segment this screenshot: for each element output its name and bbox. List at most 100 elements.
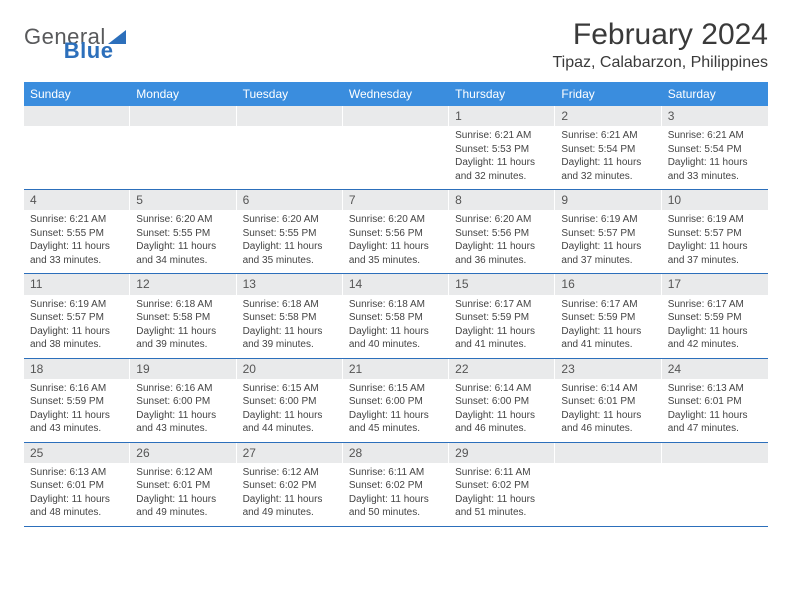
day-line-d2: and 35 minutes. (349, 254, 443, 268)
day-line-d2: and 47 minutes. (668, 422, 762, 436)
day-cell: 24Sunrise: 6:13 AMSunset: 6:01 PMDayligh… (662, 359, 768, 442)
day-body: Sunrise: 6:15 AMSunset: 6:00 PMDaylight:… (343, 379, 449, 442)
day-line-d1: Daylight: 11 hours (136, 325, 230, 339)
day-cell: 29Sunrise: 6:11 AMSunset: 6:02 PMDayligh… (449, 443, 555, 526)
day-line-d1: Daylight: 11 hours (668, 156, 762, 170)
day-cell: 5Sunrise: 6:20 AMSunset: 5:55 PMDaylight… (130, 190, 236, 273)
day-number: 4 (24, 190, 130, 210)
day-line-sunrise: Sunrise: 6:18 AM (136, 298, 230, 312)
day-line-d1: Daylight: 11 hours (455, 240, 549, 254)
day-line-sunset: Sunset: 6:02 PM (243, 479, 337, 493)
day-line-d2: and 35 minutes. (243, 254, 337, 268)
day-body: Sunrise: 6:20 AMSunset: 5:55 PMDaylight:… (130, 210, 236, 273)
day-line-sunset: Sunset: 5:57 PM (561, 227, 655, 241)
day-cell: 12Sunrise: 6:18 AMSunset: 5:58 PMDayligh… (130, 274, 236, 357)
day-cell: 10Sunrise: 6:19 AMSunset: 5:57 PMDayligh… (662, 190, 768, 273)
day-line-d1: Daylight: 11 hours (30, 325, 124, 339)
day-body: Sunrise: 6:20 AMSunset: 5:56 PMDaylight:… (343, 210, 449, 273)
day-line-d2: and 50 minutes. (349, 506, 443, 520)
day-cell: 28Sunrise: 6:11 AMSunset: 6:02 PMDayligh… (343, 443, 449, 526)
day-line-d1: Daylight: 11 hours (455, 409, 549, 423)
day-header-row: SundayMondayTuesdayWednesdayThursdayFrid… (24, 82, 768, 106)
day-line-sunrise: Sunrise: 6:16 AM (136, 382, 230, 396)
day-line-d1: Daylight: 11 hours (455, 493, 549, 507)
month-title: February 2024 (552, 18, 768, 52)
day-line-sunset: Sunset: 6:01 PM (136, 479, 230, 493)
day-line-d1: Daylight: 11 hours (668, 409, 762, 423)
day-cell: 26Sunrise: 6:12 AMSunset: 6:01 PMDayligh… (130, 443, 236, 526)
day-header: Friday (555, 82, 661, 106)
day-line-sunset: Sunset: 5:56 PM (455, 227, 549, 241)
day-header: Saturday (662, 82, 768, 106)
day-line-d1: Daylight: 11 hours (561, 325, 655, 339)
day-line-d1: Daylight: 11 hours (668, 325, 762, 339)
day-line-d2: and 33 minutes. (668, 170, 762, 184)
day-line-d2: and 40 minutes. (349, 338, 443, 352)
day-line-d1: Daylight: 11 hours (455, 325, 549, 339)
day-line-sunrise: Sunrise: 6:17 AM (561, 298, 655, 312)
day-number: 26 (130, 443, 236, 463)
day-line-sunset: Sunset: 5:54 PM (561, 143, 655, 157)
day-number: 10 (662, 190, 768, 210)
day-line-sunrise: Sunrise: 6:11 AM (349, 466, 443, 480)
day-number: 24 (662, 359, 768, 379)
day-line-sunrise: Sunrise: 6:14 AM (561, 382, 655, 396)
day-cell: 13Sunrise: 6:18 AMSunset: 5:58 PMDayligh… (237, 274, 343, 357)
day-number: 22 (449, 359, 555, 379)
day-number (237, 106, 343, 126)
day-cell: 2Sunrise: 6:21 AMSunset: 5:54 PMDaylight… (555, 106, 661, 189)
day-header: Sunday (24, 82, 130, 106)
day-body: Sunrise: 6:16 AMSunset: 6:00 PMDaylight:… (130, 379, 236, 442)
day-line-d2: and 48 minutes. (30, 506, 124, 520)
day-line-d2: and 43 minutes. (30, 422, 124, 436)
day-line-sunrise: Sunrise: 6:16 AM (30, 382, 124, 396)
day-line-sunset: Sunset: 5:55 PM (30, 227, 124, 241)
day-line-d2: and 33 minutes. (30, 254, 124, 268)
day-line-sunset: Sunset: 5:54 PM (668, 143, 762, 157)
day-cell (130, 106, 236, 189)
day-line-sunrise: Sunrise: 6:21 AM (455, 129, 549, 143)
day-number: 29 (449, 443, 555, 463)
day-body: Sunrise: 6:18 AMSunset: 5:58 PMDaylight:… (343, 295, 449, 358)
day-number: 1 (449, 106, 555, 126)
week-row: 4 Sunrise: 6:21 AMSunset: 5:55 PM Daylight… (24, 190, 768, 274)
day-line-sunrise: Sunrise: 6:18 AM (349, 298, 443, 312)
day-number (662, 443, 768, 463)
day-line-d1: Daylight: 11 hours (561, 240, 655, 254)
day-body: Sunrise: 6:18 AMSunset: 5:58 PMDaylight:… (130, 295, 236, 358)
day-cell: 23Sunrise: 6:14 AMSunset: 6:01 PMDayligh… (555, 359, 661, 442)
day-cell: 6Sunrise: 6:20 AMSunset: 5:55 PMDaylight… (237, 190, 343, 273)
day-line-d1: Daylight: 11 hours (136, 409, 230, 423)
day-number: 17 (662, 274, 768, 294)
day-number: 21 (343, 359, 449, 379)
day-line-sunrise: Sunrise: 6:19 AM (668, 213, 762, 227)
day-body: Sunrise: 6:17 AMSunset: 5:59 PMDaylight:… (662, 295, 768, 358)
day-line-sunrise: Sunrise: 6:12 AM (243, 466, 337, 480)
day-number: 6 (237, 190, 343, 210)
day-line-sunrise: Sunrise: 6:21 AM (30, 213, 124, 227)
day-cell: 4Sunrise: 6:21 AMSunset: 5:55 PMDaylight… (24, 190, 130, 273)
day-line-d1: Daylight: 11 hours (30, 493, 124, 507)
week-row: 1Sunrise: 6:21 AMSunset: 5:53 PMDaylight… (24, 106, 768, 190)
day-line-d2: and 37 minutes. (561, 254, 655, 268)
day-line-d2: and 41 minutes. (455, 338, 549, 352)
day-line-sunset: Sunset: 5:59 PM (668, 311, 762, 325)
day-line-d2: and 39 minutes. (136, 338, 230, 352)
day-line-sunrise: Sunrise: 6:21 AM (561, 129, 655, 143)
day-line-sunrise: Sunrise: 6:20 AM (349, 213, 443, 227)
day-header: Monday (130, 82, 236, 106)
day-line-d2: and 49 minutes. (243, 506, 337, 520)
day-cell: 14Sunrise: 6:18 AMSunset: 5:58 PMDayligh… (343, 274, 449, 357)
day-body: Sunrise: 6:20 AMSunset: 5:56 PMDaylight:… (449, 210, 555, 273)
day-body: Sunrise: 6:18 AMSunset: 5:58 PMDaylight:… (237, 295, 343, 358)
day-body: Sunrise: 6:14 AMSunset: 6:01 PMDaylight:… (555, 379, 661, 442)
day-line-sunrise: Sunrise: 6:19 AM (30, 298, 124, 312)
calendar: SundayMondayTuesdayWednesdayThursdayFrid… (24, 82, 768, 527)
day-number: 8 (449, 190, 555, 210)
day-cell (555, 443, 661, 526)
title-block: February 2024 Tipaz, Calabarzon, Philipp… (552, 18, 768, 72)
day-line-d1: Daylight: 11 hours (349, 240, 443, 254)
day-number (555, 443, 661, 463)
day-line-d2: and 44 minutes. (243, 422, 337, 436)
day-line-d2: and 49 minutes. (136, 506, 230, 520)
